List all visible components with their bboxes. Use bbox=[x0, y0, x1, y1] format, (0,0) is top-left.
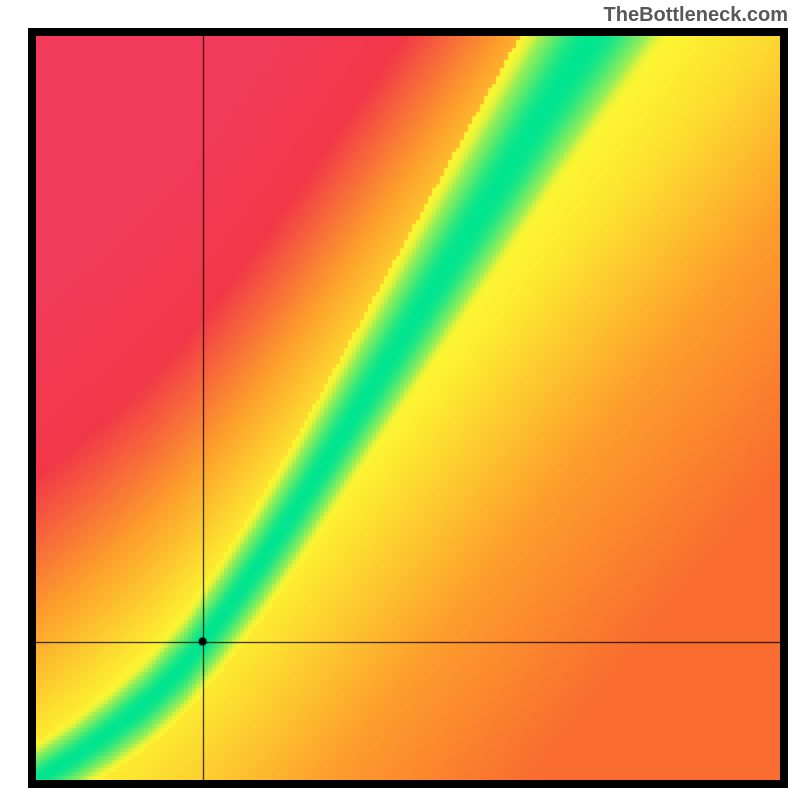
chart-container: TheBottleneck.com bbox=[0, 0, 800, 800]
heatmap-frame bbox=[28, 28, 788, 788]
bottleneck-heatmap bbox=[36, 36, 780, 780]
attribution-label: TheBottleneck.com bbox=[604, 4, 788, 27]
